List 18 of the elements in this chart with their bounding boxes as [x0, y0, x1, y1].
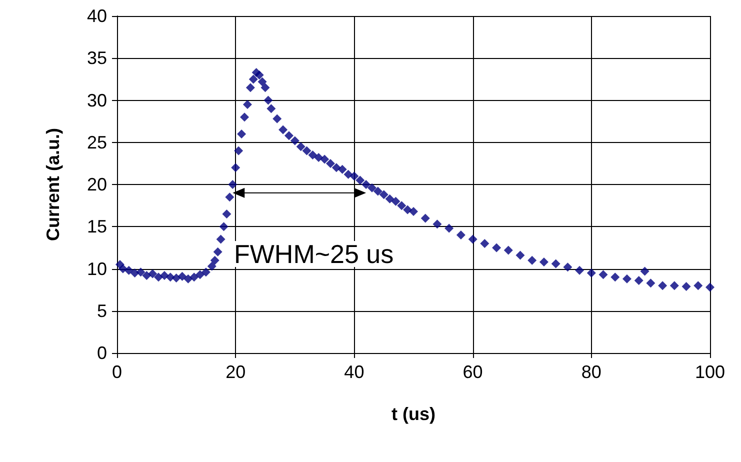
y-tick-label: 30: [86, 90, 107, 110]
x-tick-label: 60: [462, 362, 483, 382]
y-tick-label: 0: [96, 343, 107, 363]
x-tick-label: 0: [112, 362, 122, 382]
y-tick-label: 10: [86, 258, 107, 279]
y-tick-label: 20: [86, 174, 107, 194]
y-tick-label: 40: [86, 6, 107, 26]
x-axis-title: t (us): [392, 404, 436, 424]
annotation: FWHM~25 us: [234, 239, 394, 269]
x-tick-label: 40: [344, 362, 364, 382]
x-tick-label: 80: [581, 362, 602, 382]
x-tick-label: 20: [226, 362, 246, 382]
x-tick-label: 100: [694, 362, 726, 382]
y-tick-label: 15: [86, 216, 107, 237]
y-axis-title: Current (a.u.): [43, 128, 63, 242]
y-tick-label: 35: [86, 48, 107, 68]
y-tick-label: 5: [96, 300, 107, 321]
y-tick-label: 25: [86, 132, 107, 152]
